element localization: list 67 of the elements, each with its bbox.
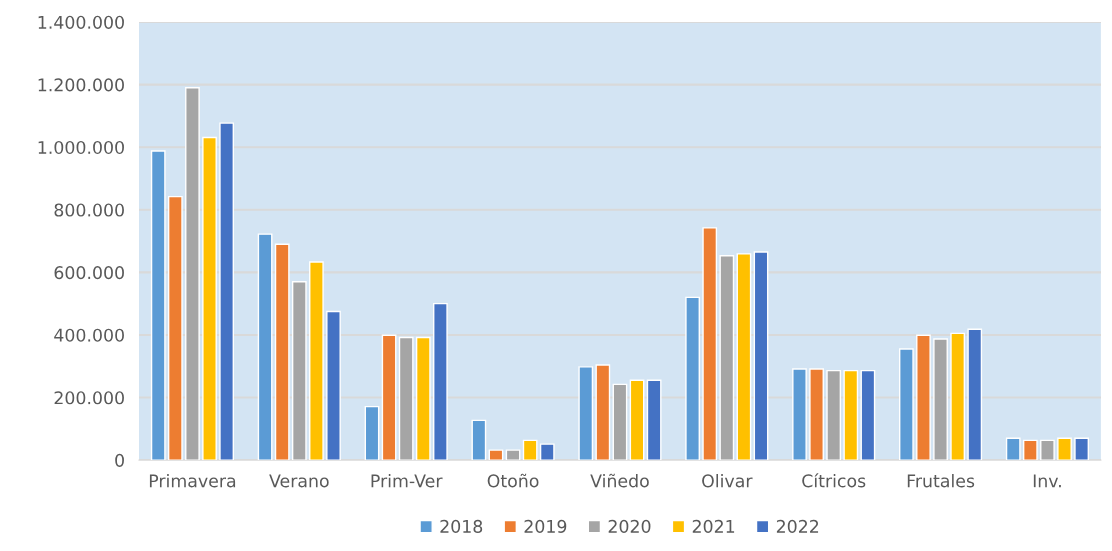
bar	[702, 227, 718, 461]
bar	[719, 255, 735, 461]
bar	[899, 348, 914, 461]
bar	[967, 328, 983, 461]
bar	[185, 87, 200, 461]
bar	[219, 122, 235, 461]
bar	[398, 336, 414, 461]
legend-label: 2022	[776, 519, 819, 533]
x-tick-label: Olivar	[702, 473, 753, 488]
bar	[1022, 439, 1038, 461]
y-tick-label: 1.400.000	[38, 15, 124, 29]
bar	[364, 405, 380, 461]
bar	[843, 369, 859, 461]
bar	[471, 419, 487, 461]
x-tick-label: Cítricos	[802, 473, 866, 488]
legend-label: 2019	[524, 519, 567, 533]
bar	[860, 369, 876, 461]
bar	[595, 364, 611, 461]
bar	[578, 366, 594, 461]
bar	[433, 302, 448, 461]
bar	[826, 369, 842, 461]
bar	[933, 338, 948, 461]
bar	[381, 334, 397, 461]
bar	[1057, 437, 1072, 461]
bar	[1005, 437, 1021, 461]
y-tick-label: 400.000	[54, 328, 124, 342]
legend-label: 2021	[692, 519, 735, 533]
legend-label: 2020	[608, 519, 651, 533]
x-tick-label: Viñedo	[590, 473, 649, 488]
bar	[1040, 439, 1055, 461]
bar	[150, 150, 166, 461]
bar	[291, 281, 307, 461]
bar	[309, 261, 324, 461]
bar	[612, 383, 628, 461]
bar	[736, 253, 752, 461]
y-tick-label: 800.000	[54, 203, 124, 217]
bar	[685, 296, 700, 461]
y-tick-label: 1.200.000	[38, 78, 124, 92]
x-tick-label: Verano	[269, 474, 329, 488]
x-tick-label: Frutales	[907, 473, 975, 488]
bar	[488, 449, 504, 461]
bar	[629, 379, 645, 461]
bar	[274, 243, 290, 461]
x-tick-label: Otoño	[487, 473, 539, 488]
y-tick-label: 200.000	[54, 391, 124, 405]
bar	[1074, 437, 1090, 461]
legend-label: 2018	[440, 519, 483, 533]
bar	[326, 310, 341, 461]
bar	[753, 251, 769, 461]
bar	[646, 379, 662, 461]
x-tick-label: Inv.	[1033, 474, 1061, 488]
x-tick-label: Prim-Ver	[371, 473, 443, 488]
y-tick-label: 600.000	[54, 266, 124, 280]
bar	[950, 332, 966, 461]
bar	[202, 136, 217, 461]
bar	[505, 449, 521, 461]
bar	[916, 334, 931, 461]
y-tick-label: 1.000.000	[38, 140, 124, 155]
bar	[415, 336, 431, 461]
bar	[522, 439, 538, 461]
bar	[809, 368, 824, 461]
x-tick-label: Primavera	[149, 473, 236, 488]
bar	[257, 233, 273, 461]
bar	[792, 368, 807, 461]
bar	[539, 443, 555, 461]
bar	[167, 195, 183, 461]
y-tick-label: 0	[115, 453, 124, 467]
